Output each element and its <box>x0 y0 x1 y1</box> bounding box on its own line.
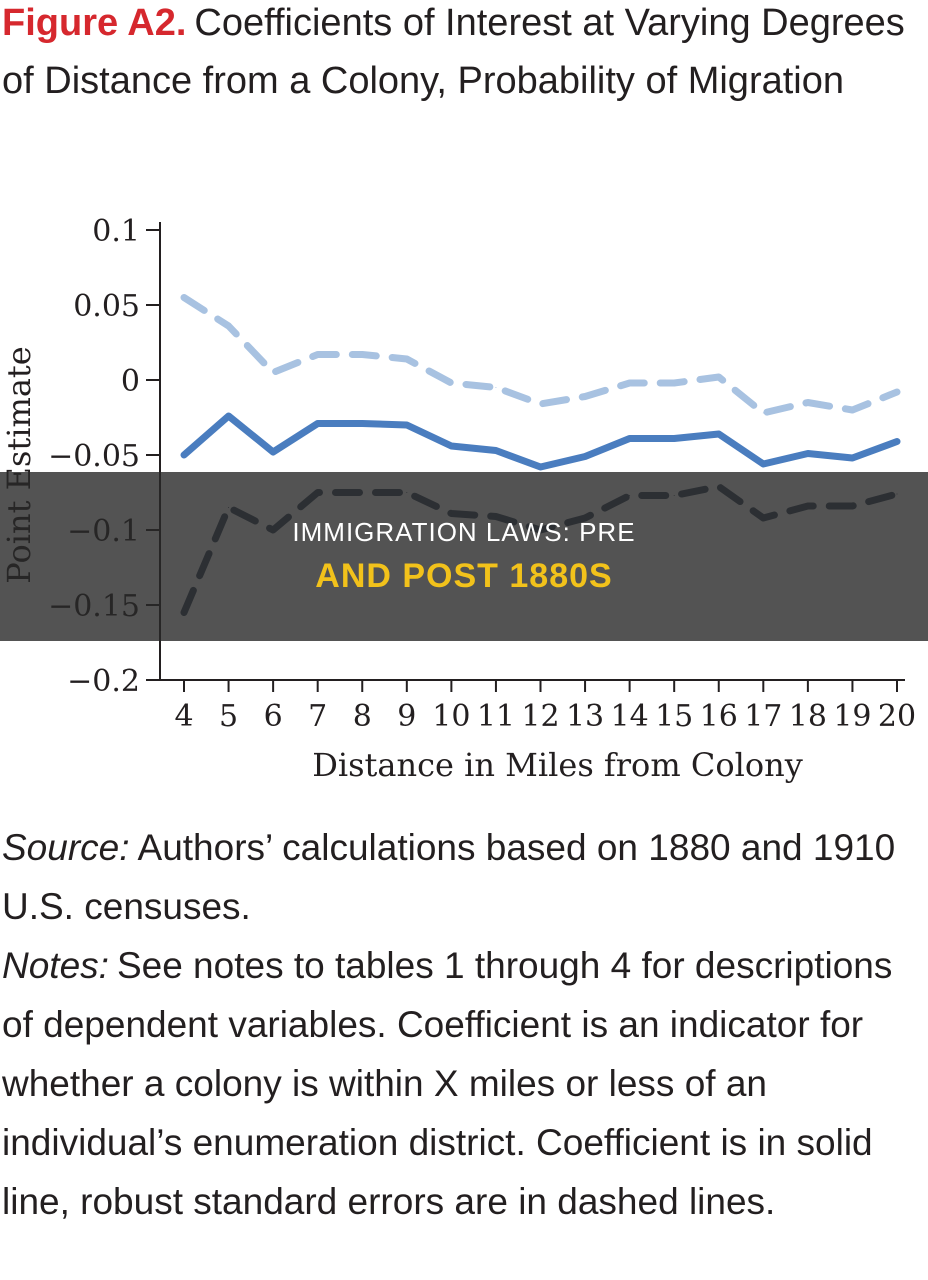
data-point <box>762 412 764 414</box>
figure-label: Figure A2. <box>2 2 187 44</box>
data-point <box>406 424 408 426</box>
line-chart: 0.10.050−0.05−0.1−0.15−0.2 4567891011121… <box>0 214 916 784</box>
figure-title-text: Coefficients of Interest at Varying Degr… <box>2 2 905 102</box>
data-point <box>183 297 185 298</box>
data-point <box>673 438 675 439</box>
error-band-line-0 <box>180 294 901 417</box>
x-tick-label: 17 <box>744 699 782 734</box>
data-point <box>450 382 452 384</box>
x-tick-label: 8 <box>353 699 372 734</box>
banner-line-1: IMMIGRATION LAWS: PRE <box>292 516 636 547</box>
data-point <box>317 354 319 355</box>
notes-label: Notes: <box>2 945 109 986</box>
x-tick-label: 13 <box>566 699 604 734</box>
x-tick-label: 12 <box>521 699 559 734</box>
x-axis-label: Distance in Miles from Colony <box>312 746 803 784</box>
source-note: Source: Authors’ calculations based on 18… <box>2 818 922 936</box>
data-point <box>807 402 809 403</box>
data-point <box>718 433 720 435</box>
data-point <box>450 445 452 447</box>
data-point <box>584 456 586 457</box>
data-point <box>406 358 408 360</box>
data-point <box>272 451 274 453</box>
x-tick-label: 19 <box>833 699 871 734</box>
data-point <box>584 396 586 397</box>
y-tick-label: 0.1 <box>92 214 140 249</box>
data-point <box>629 382 631 384</box>
x-tick-label: 9 <box>397 699 416 734</box>
x-tick-label: 14 <box>611 699 649 734</box>
data-point <box>673 382 675 384</box>
x-tick-label: 11 <box>477 699 515 734</box>
x-axis-ticks: 4 5 6 7 8 9 10 11 12 13 14 15 16 17 18 19 20 <box>174 680 916 734</box>
x-tick-label: 7 <box>308 699 327 734</box>
data-point <box>540 403 541 405</box>
x-tick-label: 18 <box>789 699 827 734</box>
data-point <box>807 453 809 454</box>
data-point <box>361 423 363 424</box>
x-tick-label: 10 <box>432 699 470 734</box>
x-tick-label: 6 <box>264 699 283 734</box>
data-point <box>540 466 541 468</box>
data-point <box>851 457 853 459</box>
x-tick-label: 16 <box>700 699 738 734</box>
source-text: Authors’ calculations based on 1880 and … <box>2 827 896 927</box>
data-point <box>183 454 185 456</box>
figure-title: Figure A2. Coefficients of Interest at Va… <box>2 0 926 110</box>
source-label: Source: <box>2 827 130 868</box>
data-point <box>272 372 274 373</box>
data-point <box>896 391 898 393</box>
x-tick-label: 4 <box>174 699 193 734</box>
y-tick-label: −0.05 <box>48 439 140 474</box>
data-point <box>495 450 497 451</box>
data-point <box>317 423 319 424</box>
data-point <box>896 441 898 442</box>
data-point <box>228 415 230 417</box>
data-point <box>762 463 764 465</box>
figure-caption: Source: Authors’ calculations based on 18… <box>2 818 922 1231</box>
x-tick-label: 20 <box>878 699 916 734</box>
data-point <box>495 387 497 388</box>
coefficient-line <box>180 412 901 471</box>
overlay-banner: IMMIGRATION LAWS: PRE AND POST 1880S <box>0 472 928 641</box>
y-tick-label: 0 <box>121 364 140 399</box>
banner-line-2: AND POST 1880S <box>315 556 613 595</box>
notes: Notes: See notes to tables 1 through 4 fo… <box>2 936 922 1231</box>
notes-text: See notes to tables 1 through 4 for desc… <box>2 945 893 1222</box>
data-point <box>361 354 363 355</box>
data-point <box>718 376 720 378</box>
data-point <box>851 409 853 411</box>
x-tick-label: 5 <box>219 699 238 734</box>
data-point <box>629 438 631 439</box>
y-tick-label: 0.05 <box>73 289 140 324</box>
y-axis-ticks: 0.10.050−0.05−0.1−0.15−0.2 <box>48 214 160 699</box>
data-point <box>228 325 230 327</box>
y-tick-label: −0.2 <box>67 664 140 699</box>
x-tick-label: 15 <box>655 699 693 734</box>
